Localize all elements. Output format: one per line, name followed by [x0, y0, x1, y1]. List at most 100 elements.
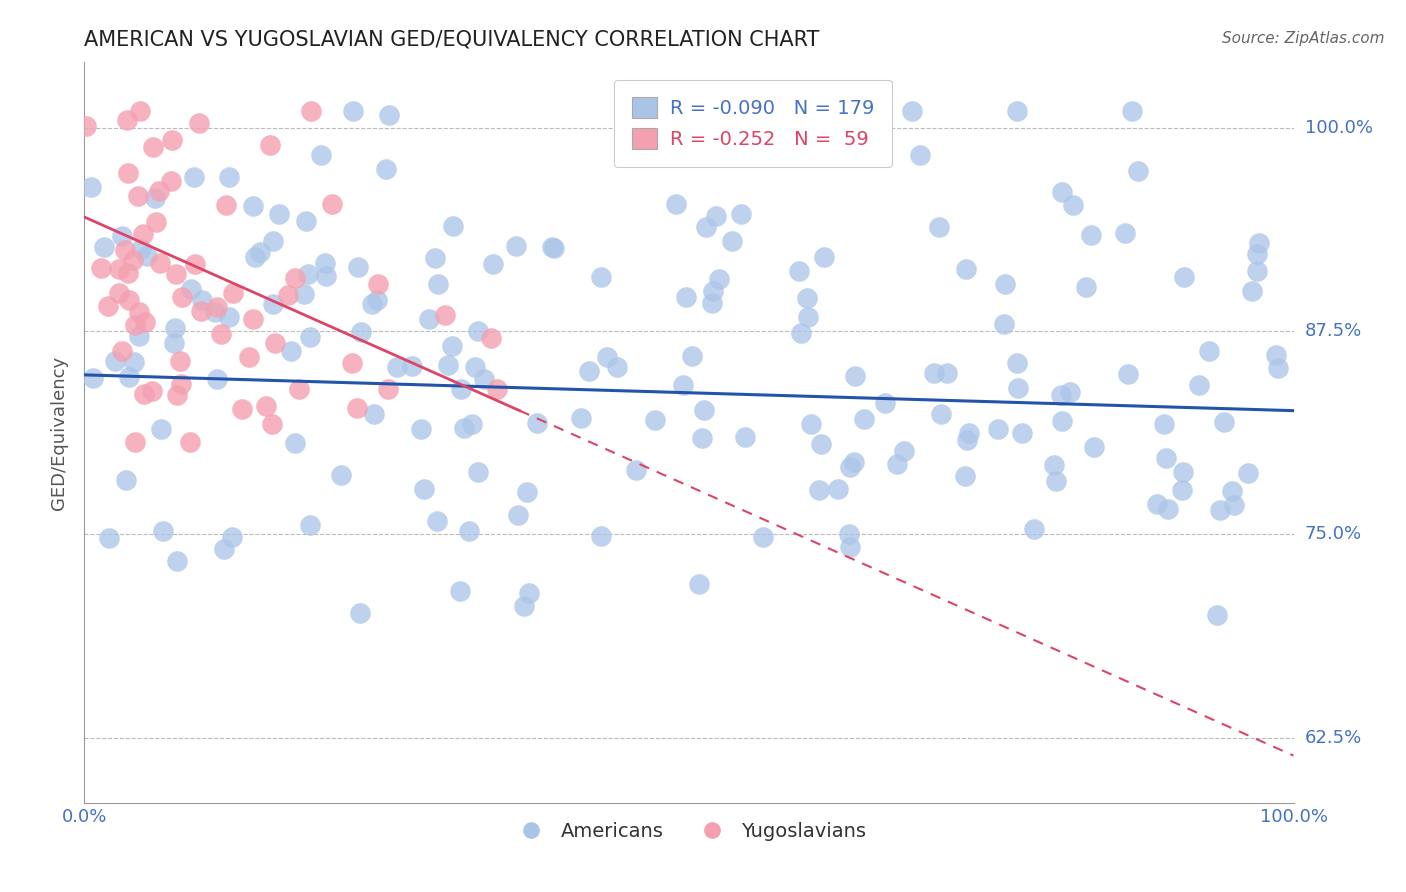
Point	[426, 277, 449, 291]
Point	[827, 483, 849, 497]
Point	[135, 249, 157, 263]
Point	[298, 330, 321, 344]
Point	[789, 326, 811, 340]
Point	[243, 250, 266, 264]
Point	[955, 433, 977, 447]
Point	[993, 317, 1015, 331]
Point	[1209, 502, 1232, 516]
Point	[752, 531, 775, 545]
Point	[1156, 450, 1178, 465]
Text: 62.5%: 62.5%	[1305, 729, 1362, 747]
Point	[953, 468, 976, 483]
Text: 100.0%: 100.0%	[1305, 119, 1372, 136]
Point	[124, 434, 146, 449]
Point	[128, 104, 150, 119]
Point	[842, 455, 865, 469]
Point	[695, 220, 717, 235]
Point	[128, 305, 150, 319]
Point	[702, 285, 724, 299]
Point	[342, 104, 364, 119]
Point	[132, 387, 155, 401]
Point	[692, 403, 714, 417]
Point	[122, 355, 145, 369]
Point	[929, 407, 952, 421]
Point	[441, 339, 464, 353]
Point	[734, 430, 756, 444]
Point	[1045, 474, 1067, 488]
Point	[591, 270, 613, 285]
Point	[1049, 387, 1071, 401]
Point	[900, 104, 922, 119]
Point	[170, 377, 193, 392]
Point	[672, 377, 695, 392]
Point	[231, 402, 253, 417]
Point	[179, 434, 201, 449]
Point	[671, 149, 693, 163]
Point	[1005, 356, 1028, 370]
Point	[893, 444, 915, 458]
Point	[183, 169, 205, 184]
Point	[152, 524, 174, 538]
Point	[170, 290, 193, 304]
Point	[1083, 440, 1105, 454]
Point	[688, 577, 710, 591]
Point	[132, 227, 155, 241]
Point	[142, 140, 165, 154]
Point	[413, 482, 436, 496]
Point	[1213, 415, 1236, 429]
Point	[242, 312, 264, 326]
Point	[875, 396, 897, 410]
Point	[387, 359, 409, 374]
Point	[145, 215, 167, 229]
Point	[207, 300, 229, 314]
Point	[541, 240, 564, 254]
Point	[165, 267, 187, 281]
Point	[218, 310, 240, 325]
Point	[129, 243, 152, 257]
Point	[578, 363, 600, 377]
Point	[1188, 378, 1211, 392]
Point	[149, 255, 172, 269]
Point	[839, 540, 862, 554]
Point	[314, 256, 336, 270]
Point	[644, 413, 666, 427]
Point	[254, 400, 277, 414]
Point	[955, 262, 977, 277]
Text: 75.0%: 75.0%	[1305, 525, 1362, 543]
Point	[449, 584, 471, 599]
Point	[163, 320, 186, 334]
Point	[1173, 270, 1195, 285]
Point	[505, 239, 527, 253]
Point	[423, 251, 446, 265]
Point	[141, 384, 163, 398]
Point	[118, 369, 141, 384]
Point	[315, 268, 337, 283]
Point	[908, 148, 931, 162]
Point	[350, 325, 373, 339]
Point	[810, 437, 832, 451]
Point	[479, 331, 502, 345]
Point	[665, 196, 688, 211]
Point	[124, 318, 146, 332]
Point	[624, 463, 647, 477]
Point	[184, 257, 207, 271]
Point	[595, 350, 617, 364]
Point	[204, 305, 226, 319]
Point	[844, 369, 866, 384]
Point	[853, 412, 876, 426]
Point	[425, 514, 447, 528]
Point	[1220, 484, 1243, 499]
Point	[1153, 417, 1175, 432]
Point	[347, 260, 370, 274]
Point	[108, 285, 131, 300]
Point	[374, 162, 396, 177]
Point	[346, 401, 368, 415]
Point	[928, 219, 950, 234]
Point	[441, 219, 464, 234]
Point	[1126, 163, 1149, 178]
Point	[1050, 414, 1073, 428]
Point	[264, 336, 287, 351]
Point	[994, 277, 1017, 291]
Point	[1246, 264, 1268, 278]
Point	[80, 180, 103, 194]
